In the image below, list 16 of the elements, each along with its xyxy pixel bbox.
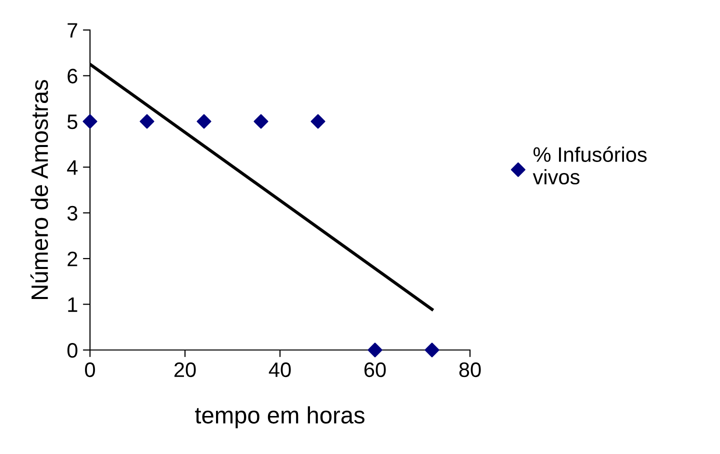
x-axis-title: tempo em horas	[195, 406, 364, 428]
y-tick-label: 5	[67, 114, 78, 130]
x-tick-label: 80	[459, 362, 481, 378]
x-tick-label: 0	[85, 362, 95, 378]
y-tick-label: 4	[67, 160, 78, 175]
y-tick-label: 2	[68, 252, 78, 266]
y-tick-label: 6	[68, 68, 78, 84]
legend-label: % Infusórios vivos	[532, 146, 647, 184]
y-axis-title: Número de Amostras	[30, 80, 48, 299]
y-tick-label: 1	[68, 298, 78, 312]
y-tick-label: 0	[67, 343, 78, 358]
y-tick-label: 3	[67, 206, 78, 221]
x-tick-label: 60	[364, 362, 386, 378]
x-tick-label: 40	[268, 362, 291, 378]
y-tick-label: 7	[68, 23, 78, 38]
x-tick-label: 20	[174, 362, 196, 378]
